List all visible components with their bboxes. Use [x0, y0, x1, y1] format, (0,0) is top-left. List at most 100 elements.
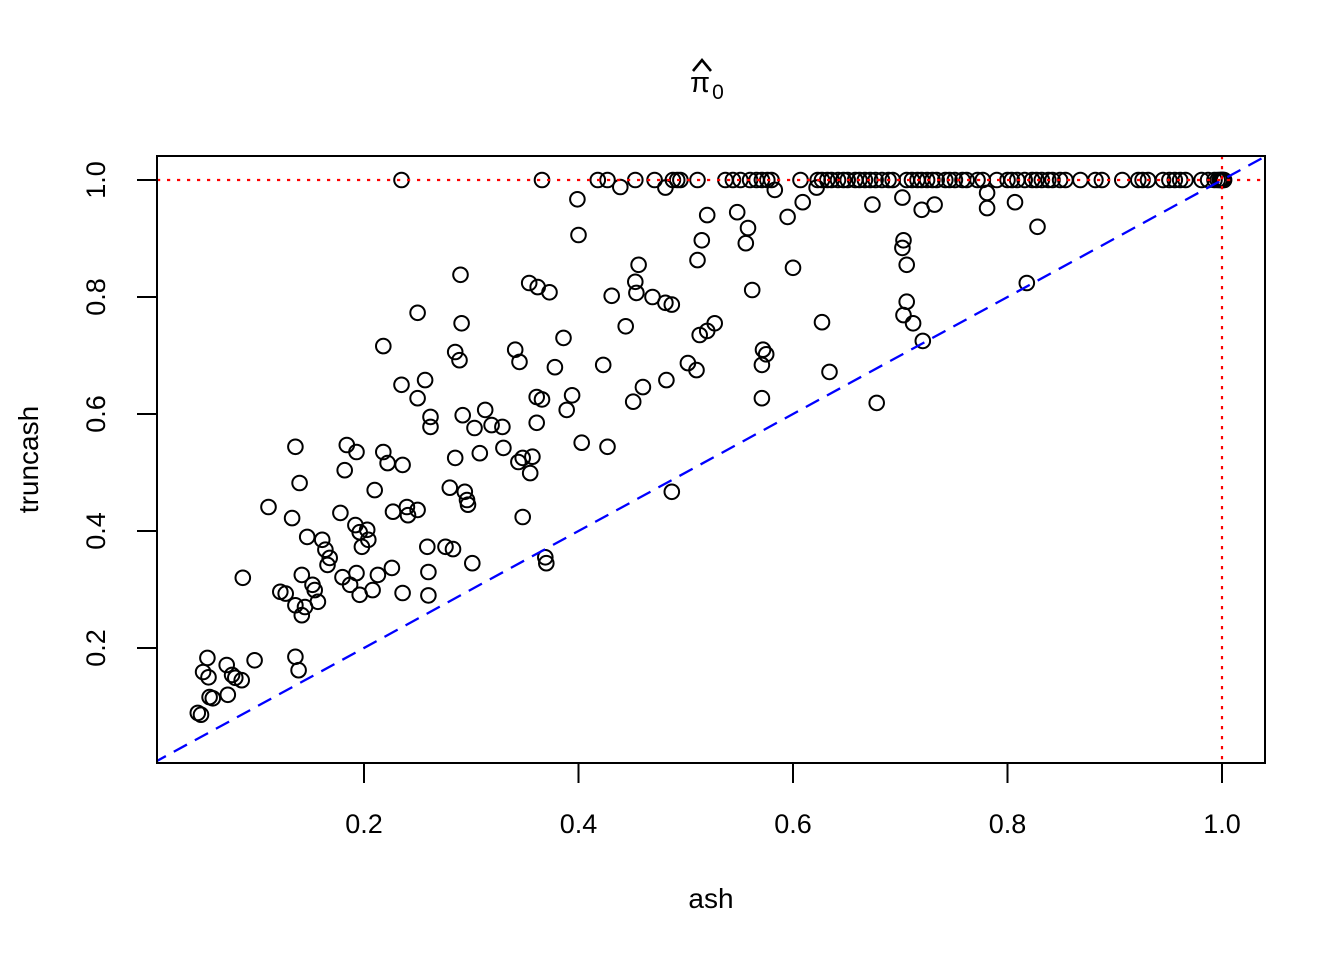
scatter-point: [514, 508, 532, 526]
title-subscript: 0: [712, 81, 724, 104]
scatter-point: [528, 414, 546, 432]
x-tick-label: 0.8: [989, 809, 1027, 839]
scatter-point: [630, 256, 647, 274]
scatter-point: [422, 418, 439, 436]
scatter-point: [521, 464, 539, 482]
x-tick-label: 0.4: [560, 809, 598, 839]
scatter-point: [1040, 171, 1057, 189]
scatter-point: [520, 274, 538, 292]
scatter-point: [219, 686, 237, 704]
scatter-point: [409, 389, 426, 407]
scatter-point: [784, 259, 802, 277]
scatter-point: [524, 448, 541, 466]
scatter-point: [794, 193, 812, 211]
scatter-point: [835, 171, 852, 189]
plot-frame: [156, 155, 1266, 764]
scatter-point: [864, 196, 881, 213]
scatter-point: [348, 443, 365, 461]
scatter-point: [194, 663, 212, 681]
x-tick-label: 1.0: [1203, 809, 1241, 839]
scatter-point: [471, 444, 489, 462]
scatter-point: [459, 496, 477, 514]
scatter-point: [894, 239, 911, 257]
scatter-point: [494, 418, 511, 436]
scatter-point: [319, 556, 336, 574]
scatter-point: [444, 540, 462, 558]
scatter-point: [511, 353, 528, 371]
scatter-point: [306, 581, 324, 599]
scatter-point: [321, 549, 339, 567]
scatter-point: [452, 266, 469, 284]
scatter-point: [290, 661, 307, 679]
x-axis-title: ash: [688, 883, 733, 914]
scatter-point: [336, 461, 354, 479]
scatter-point: [851, 171, 868, 189]
scatter-point: [728, 203, 746, 221]
scatter-point: [234, 569, 252, 587]
scatter-point: [422, 408, 439, 426]
scatter-point: [663, 296, 681, 313]
y-tick-label: 0.6: [81, 395, 111, 433]
scatter-point: [394, 456, 411, 474]
scatter-point: [634, 378, 652, 396]
x-tick-label: 0.6: [774, 809, 812, 839]
scatter-point: [594, 356, 612, 374]
scatter-point: [706, 315, 724, 332]
scatter-point: [689, 251, 706, 269]
scatter-point: [757, 346, 775, 363]
scatter-point: [364, 581, 381, 599]
y-tick-label: 0.8: [81, 278, 111, 316]
scatter-point: [204, 690, 222, 707]
scatter-point: [1215, 171, 1233, 189]
scatter-point: [563, 387, 581, 404]
scatter-point: [293, 566, 311, 584]
scatter-point: [624, 393, 642, 411]
scatter-point: [416, 371, 434, 389]
y-axis-title: truncash: [13, 406, 44, 513]
scatter-point: [839, 171, 857, 189]
scatter-point: [464, 554, 481, 572]
scatter-point: [533, 391, 551, 408]
scatter-point: [375, 337, 392, 355]
scatter-point: [663, 483, 681, 501]
scatter-point: [332, 504, 349, 522]
scatter-point: [658, 371, 675, 389]
scatter-point: [287, 438, 304, 456]
scatter-point: [1018, 274, 1036, 292]
scatter-point: [510, 453, 527, 471]
scatter-point: [495, 439, 512, 457]
title-hat: [691, 57, 713, 72]
scatter-point: [538, 554, 555, 572]
scatter-point: [569, 191, 586, 208]
scatter-point: [369, 566, 387, 584]
scatter-point: [483, 416, 500, 434]
scatter-point: [441, 479, 459, 497]
scatter-point: [546, 358, 564, 376]
scatter-point: [399, 506, 417, 524]
scatter-point: [466, 419, 483, 437]
scatter-point: [451, 351, 468, 369]
scatter-point: [446, 449, 464, 467]
scatter-point: [628, 284, 645, 302]
scatter-point: [555, 329, 572, 347]
scatter-point: [398, 498, 416, 516]
scatter-point: [541, 284, 558, 301]
scatter-point: [291, 474, 308, 492]
scatter-point: [941, 171, 958, 189]
scatter-point: [260, 498, 277, 516]
scatter-point: [446, 343, 464, 361]
scatter-point: [437, 538, 454, 556]
scatter-point: [409, 501, 426, 519]
scatter-point: [341, 576, 359, 594]
scatter-point: [358, 521, 376, 539]
x-tick-label: 0.2: [345, 809, 383, 839]
scatter-point: [612, 178, 629, 196]
scatter-point: [753, 356, 771, 374]
scatter-point: [476, 401, 494, 419]
y-tick-label: 1.0: [81, 161, 111, 199]
scatter-point: [192, 706, 210, 724]
scatter-point: [821, 363, 838, 381]
